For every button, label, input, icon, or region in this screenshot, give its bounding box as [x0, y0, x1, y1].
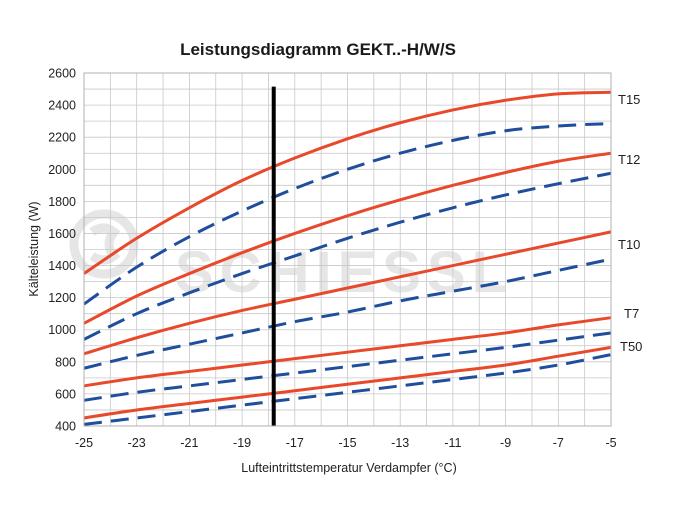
- y-tick-label: 2600: [48, 67, 76, 81]
- chart-title: Leistungsdiagramm GEKT..-H/W/S: [180, 40, 456, 59]
- x-tick-label: -9: [500, 436, 511, 450]
- y-tick-label: 1800: [48, 195, 76, 209]
- series-line-solid-6: [83, 316, 612, 388]
- x-tick-label: -17: [286, 436, 304, 450]
- x-tick-label: -25: [75, 436, 93, 450]
- series-line-dashed-1: [83, 122, 612, 306]
- y-tick-label: 400: [55, 420, 76, 434]
- y-tick-label: 2400: [48, 99, 76, 113]
- series-label-t15: T15: [618, 92, 640, 107]
- x-tick-label: -7: [553, 436, 564, 450]
- x-tick-label: -15: [338, 436, 356, 450]
- series-label-t7: T7: [624, 306, 639, 321]
- series-label-t50: T50: [620, 339, 642, 354]
- y-tick-label: 2200: [48, 131, 76, 145]
- series-label-t12: T12: [618, 152, 640, 167]
- series-line-solid-8: [83, 345, 612, 420]
- series-line-solid-2: [83, 151, 612, 325]
- x-tick-label: -21: [180, 436, 198, 450]
- y-tick-label: 1400: [48, 259, 76, 273]
- y-tick-label: 1600: [48, 227, 76, 241]
- y-tick-label: 2000: [48, 163, 76, 177]
- series-line-solid-4: [83, 230, 612, 356]
- x-axis-label: Lufteintrittstemperatur Verdampfer (°C): [241, 461, 457, 475]
- x-tick-label: -13: [391, 436, 409, 450]
- tick-labels: -25 -23 -21 -19 -17 -15 -13 -11 -9 -7 -5 400 600 800 1…: [48, 67, 616, 451]
- x-tick-label: -23: [128, 436, 146, 450]
- series-lines: [83, 90, 612, 426]
- watermark-text: SCHIESSL: [175, 240, 513, 305]
- y-axis-label: Kälteleistung (W): [27, 201, 41, 296]
- series-line-solid-0: [83, 90, 612, 275]
- x-tick-label: -5: [605, 436, 616, 450]
- series-line-dashed-9: [83, 353, 612, 426]
- watermark-logo: [69, 209, 139, 279]
- series-label-t10: T10: [618, 237, 640, 252]
- y-tick-label: 800: [55, 355, 76, 369]
- y-tick-label: 1200: [48, 291, 76, 305]
- series-line-dashed-7: [83, 331, 612, 402]
- series-labels: T15 T12 T10 T7 T50: [618, 92, 642, 354]
- series-line-dashed-5: [83, 257, 612, 370]
- plot-frame: [83, 72, 612, 427]
- series-line-dashed-3: [83, 171, 612, 341]
- y-tick-label: 1000: [48, 323, 76, 337]
- y-tick-label: 600: [55, 387, 76, 401]
- x-tick-label: -11: [444, 436, 461, 450]
- x-tick-label: -19: [233, 436, 251, 450]
